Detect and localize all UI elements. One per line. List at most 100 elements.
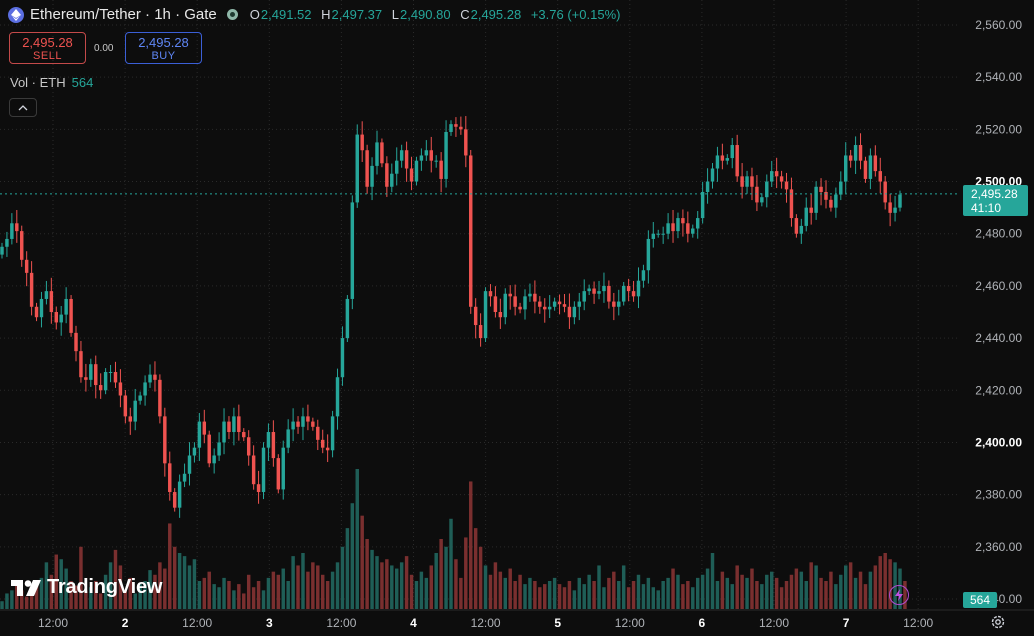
tradingview-logo[interactable]: TradingView	[11, 576, 162, 599]
volume-bar	[804, 581, 808, 609]
candle-body	[641, 270, 646, 281]
candle-body	[365, 150, 369, 187]
candle-body	[454, 124, 458, 127]
volume-bar	[562, 587, 567, 609]
candle-body	[316, 426, 320, 440]
candle-body	[523, 296, 527, 310]
volume-bar	[276, 574, 281, 609]
candle-body	[429, 150, 433, 161]
candle-body	[562, 304, 567, 307]
candle-body	[533, 293, 537, 302]
candle-body	[469, 155, 473, 307]
candle-body	[266, 432, 271, 448]
volume-bar	[187, 565, 192, 609]
candle-body	[577, 301, 582, 307]
market-status-icon[interactable]	[226, 9, 238, 20]
gear-icon[interactable]	[990, 614, 1006, 630]
price-axis[interactable]: 2,560.002,540.002,520.002,500.002,480.00…	[975, 18, 1022, 606]
time-tick-label: 6	[699, 616, 706, 630]
candle-body	[404, 150, 409, 169]
candle-body	[301, 416, 305, 427]
volume-bar	[597, 565, 601, 609]
volume-bar	[123, 590, 128, 609]
volume-bar	[138, 584, 142, 609]
candle-body	[848, 155, 853, 161]
volume-bar	[636, 574, 641, 609]
volume-bar	[370, 549, 374, 609]
volume-bar	[533, 581, 537, 609]
candle-body	[478, 325, 483, 339]
lightning-button[interactable]	[889, 585, 909, 605]
volume-bar	[769, 571, 774, 609]
tradingview-icon	[11, 579, 41, 596]
time-tick-label: 3	[266, 616, 273, 630]
sell-button[interactable]: 2,495.28 SELL	[9, 32, 86, 64]
volume-bar	[656, 590, 660, 609]
volume-bar	[256, 581, 261, 609]
candle-body	[715, 155, 720, 169]
volume-bar	[750, 568, 754, 609]
last-price: 2,495.28	[971, 186, 1018, 201]
candle-body	[182, 473, 187, 482]
candle-body	[424, 150, 429, 156]
candle-body	[306, 416, 310, 422]
volume-bar	[54, 554, 59, 609]
symbol-title[interactable]: Ethereum/Tether · 1h · Gate	[30, 6, 217, 23]
candle-body	[839, 181, 843, 195]
volume-bar	[24, 596, 29, 609]
candle-body	[242, 432, 246, 438]
volume-bar	[587, 574, 591, 609]
candle-body	[483, 291, 488, 339]
volume-bar	[878, 556, 882, 609]
candle-body	[853, 145, 858, 161]
time-tick-label: 2	[122, 616, 129, 630]
volume-bar	[197, 581, 202, 609]
candle-body	[237, 416, 241, 433]
open-value: 2,491.52	[260, 7, 312, 22]
volume-bar	[730, 584, 734, 609]
volume-bar	[261, 590, 266, 609]
candle-body	[858, 145, 863, 161]
collapse-legend-button[interactable]	[9, 98, 37, 117]
volume-bar	[172, 546, 177, 609]
candle-body	[74, 332, 78, 352]
candle-body	[587, 288, 591, 292]
volume-bar	[809, 562, 813, 609]
candle-body	[631, 291, 636, 297]
time-tick-label: 12:00	[615, 616, 645, 630]
candle-body	[330, 416, 335, 451]
volume-bar	[720, 571, 725, 609]
volume-bar	[735, 565, 739, 609]
buy-price: 2,495.28	[138, 35, 189, 50]
candle-body	[513, 296, 517, 307]
time-axis[interactable]: 12:00 2 12:00 3 12:00 4 12:00 5 12:00 6 12:00 7 12:0…	[38, 616, 934, 630]
candle-body	[898, 194, 902, 208]
volume-bar	[518, 574, 522, 609]
volume-bar	[508, 568, 512, 609]
volume-bar	[745, 577, 749, 609]
volume-bar	[473, 528, 478, 609]
candle-body	[39, 298, 44, 318]
candle-body	[5, 238, 9, 247]
volume-bar	[217, 587, 221, 609]
candle-body	[547, 306, 552, 310]
buy-button[interactable]: 2,495.28 BUY	[125, 32, 202, 64]
candle-body	[123, 395, 128, 417]
volume-bar	[222, 577, 226, 609]
candle-body	[883, 181, 887, 203]
volume-bar	[774, 577, 779, 609]
candle-body	[251, 455, 256, 485]
volume-bar	[39, 577, 44, 609]
price-tick-label: 2,540.00	[975, 70, 1022, 84]
volume-bar	[814, 565, 818, 609]
candle-body	[602, 285, 606, 292]
volume-bar	[888, 559, 892, 609]
volume-bar	[498, 571, 503, 609]
volume-bar	[291, 556, 295, 609]
volume-bar	[695, 577, 700, 609]
volume-bar	[103, 574, 108, 609]
volume-bar	[49, 574, 54, 609]
volume-bar	[64, 568, 68, 609]
volume-bar	[873, 565, 878, 609]
